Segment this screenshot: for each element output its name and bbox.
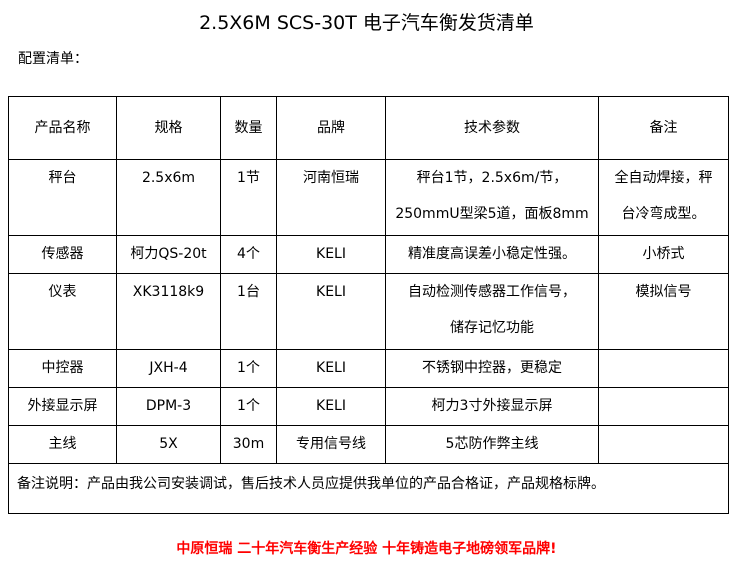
tech-line: 不锈钢中控器，更稳定	[422, 360, 562, 376]
header-cell: 品牌	[276, 96, 386, 160]
cell-qty: 1个	[220, 387, 277, 426]
cell-name: 中控器	[8, 349, 117, 388]
page-title: 2.5X6M SCS-30T 电子汽车衡发货清单	[199, 12, 534, 34]
header-cell: 备注	[598, 96, 729, 160]
cell-name: 外接显示屏	[8, 387, 117, 426]
cell-tech: 精准度高误差小稳定性强。	[385, 235, 599, 274]
table-row: 外接显示屏 DPM-3 1个 KELI 柯力3寸外接显示屏	[8, 387, 729, 426]
table-row: 秤台 2.5x6m 1节 河南恒瑞 秤台1节，2.5x6m/节， 250mmU型梁5道，面…	[8, 159, 729, 236]
cell-remark: 小桥式	[598, 235, 729, 274]
cell-spec: 2.5x6m	[116, 159, 221, 236]
cell-spec: XK3118k9	[116, 273, 221, 350]
cell-brand: 河南恒瑞	[276, 159, 386, 236]
cell-name: 主线	[8, 425, 117, 464]
tech-line: 柯力3寸外接显示屏	[431, 398, 553, 414]
cell-spec: 5X	[116, 425, 221, 464]
header-cell: 数量	[220, 96, 277, 160]
table-header-row: 产品名称 规格 数量 品牌 技术参数 备注	[8, 96, 729, 160]
cell-tech: 柯力3寸外接显示屏	[385, 387, 599, 426]
cell-spec: 柯力QS-20t	[116, 235, 221, 274]
table-row: 主线 5X 30m 专用信号线 5芯防作弊主线	[8, 425, 729, 464]
note-text: 备注说明：产品由我公司安装调试，售后技术人员应提供我单位的产品合格证，产品规格标…	[8, 463, 729, 514]
table-row: 传感器 柯力QS-20t 4个 KELI 精准度高误差小稳定性强。 小桥式	[8, 235, 729, 274]
cell-brand: 专用信号线	[276, 425, 386, 464]
note-row: 备注说明：产品由我公司安装调试，售后技术人员应提供我单位的产品合格证，产品规格标…	[8, 463, 729, 514]
tech-line: 储存记忆功能	[450, 320, 534, 336]
header-cell: 规格	[116, 96, 221, 160]
table-row: 仪表 XK3118k9 1台 KELI 自动检测传感器工作信号， 储存记忆功能 模拟信号	[8, 273, 729, 350]
tech-line: 自动检测传感器工作信号，	[408, 284, 576, 300]
cell-tech: 不锈钢中控器，更稳定	[385, 349, 599, 388]
cell-qty: 1个	[220, 349, 277, 388]
slogan: 中原恒瑞 二十年汽车衡生产经验 十年铸造电子地磅领军品牌!	[176, 541, 557, 557]
cell-remark	[598, 349, 729, 388]
cell-spec: DPM-3	[116, 387, 221, 426]
remark-line: 模拟信号	[635, 284, 692, 300]
tech-line: 精准度高误差小稳定性强。	[408, 246, 576, 262]
cell-qty: 1节	[220, 159, 277, 236]
cell-brand: KELI	[276, 349, 386, 388]
cell-tech: 自动检测传感器工作信号， 储存记忆功能	[385, 273, 599, 350]
cell-tech: 5芯防作弊主线	[385, 425, 599, 464]
cell-brand: KELI	[276, 273, 386, 350]
cell-qty: 4个	[220, 235, 277, 274]
cell-remark	[598, 387, 729, 426]
table-row: 中控器 JXH-4 1个 KELI 不锈钢中控器，更稳定	[8, 349, 729, 388]
cell-remark	[598, 425, 729, 464]
cell-spec: JXH-4	[116, 349, 221, 388]
tech-line: 秤台1节，2.5x6m/节，	[416, 170, 568, 186]
tech-line: 5芯防作弊主线	[445, 436, 539, 452]
remark-line: 全自动焊接，秤	[614, 170, 713, 186]
cell-name: 仪表	[8, 273, 117, 350]
remark-line: 台冷弯成型。	[621, 206, 706, 222]
header-cell: 技术参数	[385, 96, 599, 160]
shipping-list-table: 产品名称 规格 数量 品牌 技术参数 备注 秤台 2.5x6m 1节 河南恒瑞 秤台1节…	[8, 96, 729, 514]
tech-line: 250mmU型梁5道，面板8mm	[395, 206, 589, 222]
cell-name: 秤台	[8, 159, 117, 236]
cell-brand: KELI	[276, 235, 386, 274]
header-cell: 产品名称	[8, 96, 117, 160]
cell-name: 传感器	[8, 235, 117, 274]
cell-remark: 全自动焊接，秤 台冷弯成型。	[598, 159, 729, 236]
cell-qty: 1台	[220, 273, 277, 350]
section-label: 配置清单：	[18, 51, 88, 67]
cell-qty: 30m	[220, 425, 277, 464]
cell-tech: 秤台1节，2.5x6m/节， 250mmU型梁5道，面板8mm	[385, 159, 599, 236]
cell-brand: KELI	[276, 387, 386, 426]
remark-line: 小桥式	[642, 246, 685, 262]
cell-remark: 模拟信号	[598, 273, 729, 350]
